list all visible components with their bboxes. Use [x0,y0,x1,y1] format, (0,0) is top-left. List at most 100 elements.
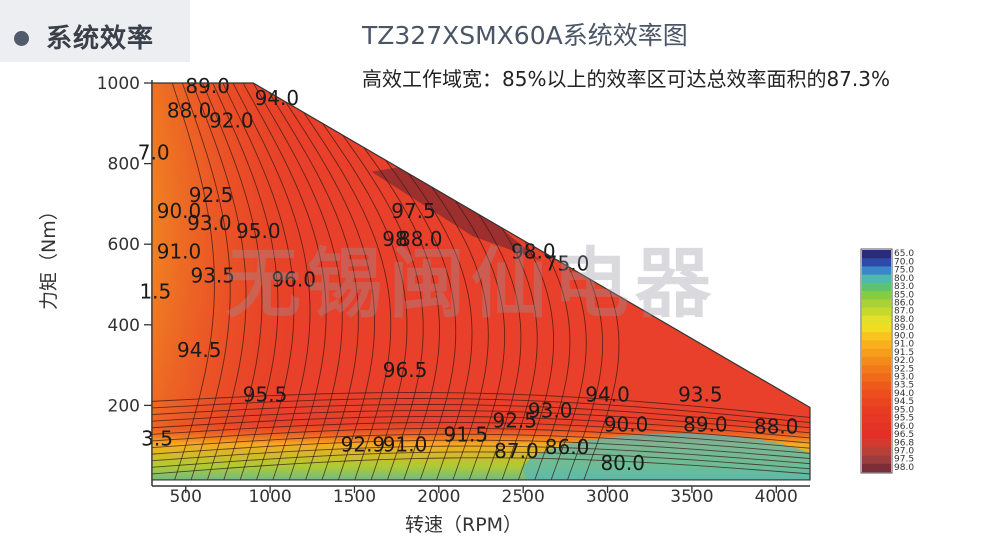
colorbar-swatch [862,422,891,432]
contour-line [171,83,215,480]
colorbar-swatch [862,299,891,308]
colorbar-label: 95.0 [894,405,914,415]
contour-label: 92.5 [189,183,234,207]
contour-line [242,83,327,480]
contour-label: 91.5 [444,423,489,447]
contour-lines [152,83,810,480]
contour-label: 95.5 [243,382,288,406]
x-tick-label: 1000 [248,487,291,507]
colorbar-swatch [862,258,891,267]
section-header: 系统效率 [0,0,190,62]
colorbar-label: 89.0 [894,323,914,333]
contour-line [192,83,247,480]
colorbar-label: 87.0 [894,307,914,317]
colorbar-swatch [862,266,891,275]
colorbar-swatch [862,250,891,259]
colorbar-swatch [862,398,891,407]
colorbar-swatch [862,307,891,317]
x-tick-label: 1500 [333,487,376,507]
contour-label: 7.0 [138,141,170,165]
colorbar-swatch [862,274,891,284]
contour-line [152,427,810,449]
contour-label: 90.0 [604,413,649,437]
fill-edge-band [371,163,541,261]
contour-label: 94.0 [255,86,300,110]
colorbar-swatch [862,291,891,300]
contour-label: 87.0 [494,439,539,463]
contour-label: 90.0 [157,199,202,223]
colorbar-label: 97.0 [894,447,914,457]
contour-line [181,83,231,480]
contour-line [293,83,408,480]
tick-labels: 200 400 600 800 1000 500 1000 1500 2000 2500 3000 3… [97,74,798,507]
contour-label: 93.0 [187,211,232,235]
contour-label: 88.0 [754,415,799,439]
x-tick-label: 500 [170,487,202,507]
contour-label: 88.0 [167,98,212,122]
contour-label: 97.5 [391,199,436,223]
y-tick-label: 1000 [97,74,140,94]
contour-line [283,83,392,480]
contour-line [273,83,376,480]
colorbar-label: 98.0 [894,463,914,473]
contour-label: 95.0 [236,219,281,243]
colorbar-label: 83.0 [894,282,914,292]
x-axis-label: 转速（RPM） [405,514,523,536]
colorbar-label: 80.0 [894,274,914,284]
colorbar-swatch [862,455,891,465]
colorbar-label: 96.5 [894,430,914,440]
colorbar-label: 93.5 [894,381,914,391]
contour-label: 92.9 [341,433,386,457]
colorbar-label: 65.0 [894,249,914,259]
contour-label: 86.0 [545,435,590,459]
contour-line [152,404,810,429]
colorbar-label: 97.5 [894,455,914,465]
contour-line [232,83,311,480]
colorbar-swatch [862,414,891,423]
contour-label: 92.5 [492,409,537,433]
contour-label: 80.0 [600,451,645,475]
colorbar-swatch [862,356,891,366]
contour-line [202,83,263,480]
colorbar-label: 92.5 [894,364,914,374]
colorbar-label: 92.0 [894,356,914,366]
contour-label: 89.0 [683,413,728,437]
colorbar-label: 94.0 [894,389,914,399]
colorbar-swatch [862,332,891,341]
contour-label: 91.0 [157,239,202,263]
colorbar-swatch [862,463,891,473]
contour-label: 96.0 [271,268,316,292]
section-title: 系统效率 [46,24,155,54]
contour-label: 92.0 [209,108,254,132]
contour-label: 93.5 [678,382,723,406]
x-tick-label: 4000 [755,487,798,507]
bullet-icon [14,31,29,46]
colorbar-swatch [862,389,891,399]
colorbar-label: 94.5 [894,397,914,407]
colorbar-swatch [862,348,891,358]
y-tick-label: 600 [108,235,140,255]
colorbar-swatch [862,447,891,456]
contour-label: 96.5 [383,358,428,382]
contour-line [252,83,343,480]
contour-line [152,445,810,465]
colorbar-label: 93.0 [894,373,914,383]
colorbar-label: 91.5 [894,348,914,358]
contour-label: 75.0 [545,251,590,275]
contour-labels: 89.094.088.092.07.092.597.590.093.0 95.0 9… [138,74,799,475]
chart-subtitle: 高效工作域宽：85%以上的效率区可达总效率面积的87.3% [362,67,890,91]
chart-title: TZ327XSMX60A系统效率图 [362,21,688,50]
colorbar-swatch [862,406,891,415]
x-tick-label: 3000 [586,487,629,507]
envelope-outline [151,82,811,481]
colorbar-label: 90.0 [894,331,914,341]
colorbar-swatch [862,365,891,374]
y-tick-label: 200 [108,396,140,416]
contour-line [152,451,810,470]
contour-label: 1.5 [139,280,171,304]
contour-label: 93.0 [528,398,573,422]
y-tick-label: 400 [108,316,140,336]
colorbar-swatch [862,439,891,448]
colorbar-label: 91.0 [894,340,914,350]
